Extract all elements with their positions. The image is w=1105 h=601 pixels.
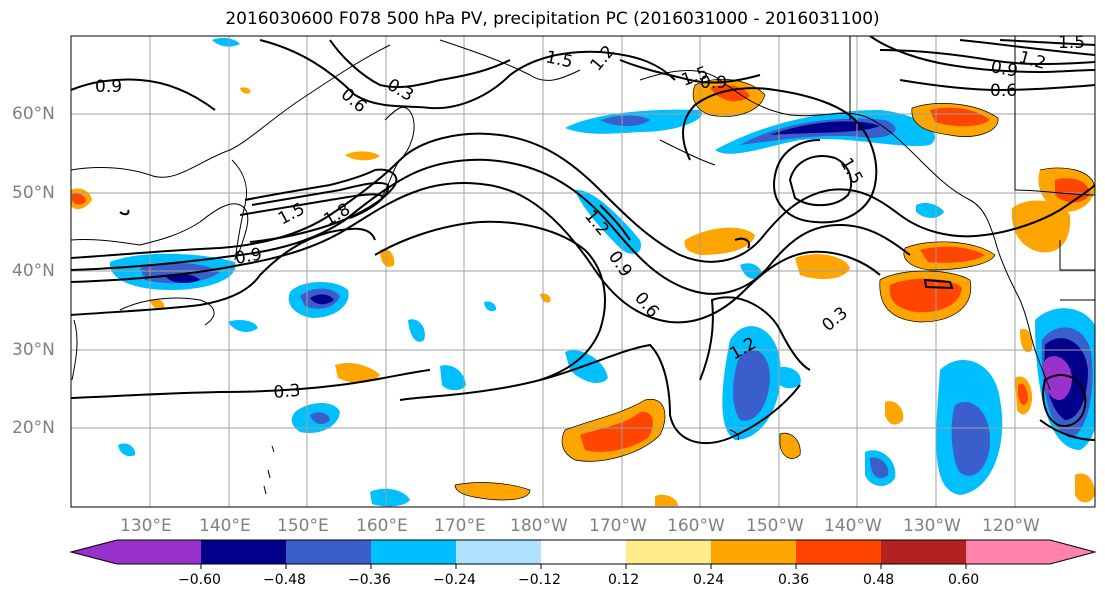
lon-label: 170°E (434, 516, 486, 536)
lat-label: 30°N (12, 340, 55, 360)
shading-outlines (454, 79, 1095, 501)
colorbar-tick-label: −0.60 (178, 572, 221, 588)
lon-label: 160°E (356, 516, 408, 536)
colorbar-tick-label: 0.60 (948, 572, 980, 588)
contour-label: 0.6 (630, 288, 663, 322)
colorbar-tick-label: 0.12 (608, 572, 640, 588)
contour-label: 0.3 (818, 303, 852, 336)
contour-label: 1.5 (544, 47, 575, 72)
colorbar-segment (286, 540, 371, 564)
coastlines (71, 36, 1095, 495)
lon-label: 150°E (277, 516, 329, 536)
colorbar-outline (69, 539, 1097, 565)
colorbar-tick-label: 0.36 (778, 572, 810, 588)
lon-label: 130°W (903, 516, 961, 536)
plot-frame (70, 35, 1096, 508)
colorbar-segment (201, 540, 286, 564)
colorbar (69, 539, 1097, 569)
contour-labels: 0.9 1.5 0.6 0.3 1.2 1.5 0.9 0.9 0.6 1.5 … (95, 33, 1085, 403)
contour-label: 1.5 (836, 155, 867, 188)
lat-label: 20°N (12, 418, 55, 438)
lon-label: 120°W (982, 516, 1040, 536)
lat-label: 60°N (12, 104, 55, 124)
colorbar-segment (541, 540, 626, 564)
contour-label: 1.2 (587, 42, 620, 76)
colorbar-tick-label: −0.36 (348, 572, 391, 588)
colorbar-segment (796, 540, 881, 564)
colorbar-segment (881, 540, 966, 564)
lon-label: 180°W (510, 516, 568, 536)
contour-label: 1.5 (1058, 33, 1085, 53)
colorbar-segment (71, 540, 201, 564)
colorbar-segment (456, 540, 541, 564)
colorbar-segment (966, 540, 1095, 564)
colorbar-segment (371, 540, 456, 564)
colorbar-segment (626, 540, 711, 564)
colorbar-tick-label: 0.24 (693, 572, 725, 588)
contour-label: 0.9 (700, 73, 727, 93)
colorbar-tick-label: −0.48 (263, 572, 306, 588)
lon-label: 160°W (667, 516, 725, 536)
colorbar-tick-label: 0.48 (863, 572, 895, 588)
contour-label: 0.6 (990, 81, 1017, 101)
contour-label: 0.9 (989, 57, 1019, 81)
lon-label: 130°E (120, 516, 172, 536)
contour-label: 0.9 (95, 77, 122, 97)
contour-label: 0.9 (233, 245, 263, 269)
contour-label: 1.2 (1017, 48, 1048, 74)
contour-label: 0.3 (273, 381, 302, 403)
colorbar-segment (711, 540, 796, 564)
lat-label: 40°N (12, 261, 55, 281)
lon-label: 140°E (199, 516, 251, 536)
contour-label: 0.3 (384, 75, 417, 106)
contour-label: 0.6 (337, 85, 371, 118)
pv-contours (71, 36, 1095, 445)
map-title: 2016030600 F078 500 hPa PV, precipitatio… (225, 9, 880, 29)
colorbar-tick-label: −0.12 (518, 572, 561, 588)
lon-label: 140°W (824, 516, 882, 536)
lon-label: 170°W (589, 516, 647, 536)
lon-label: 150°W (746, 516, 804, 536)
colorbar-tick-label: −0.24 (433, 572, 476, 588)
lat-label: 50°N (12, 183, 55, 203)
precip-negative-shading (109, 37, 1095, 507)
